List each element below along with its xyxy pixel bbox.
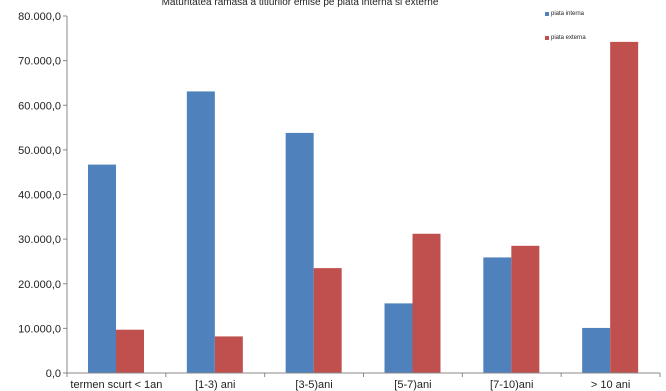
x-tick-label: [3-5)ani bbox=[295, 379, 332, 391]
bar-piata-externa bbox=[116, 329, 144, 373]
x-tick-label: [7-10)ani bbox=[490, 379, 533, 391]
bar-piata-interna bbox=[384, 303, 413, 373]
bars bbox=[88, 41, 639, 373]
x-axis: termen scurt < 1an [1-3) ani [3-5)ani [5-7)… bbox=[66, 372, 661, 391]
legend-swatch-piata-interna bbox=[545, 11, 549, 16]
y-tick-label: 0,0 bbox=[46, 368, 61, 380]
y-tick-label: 80.000,0 bbox=[18, 11, 61, 23]
legend-label-piata-interna: piata interna bbox=[551, 10, 585, 17]
bar-piata-externa bbox=[412, 233, 441, 373]
bar-piata-interna bbox=[186, 91, 215, 373]
bar-piata-interna bbox=[88, 164, 116, 373]
legend: piata interna piata externa bbox=[545, 10, 586, 41]
bar-piata-externa bbox=[610, 41, 639, 373]
y-axis: 0,0 10.000,0 20.000,0 30.000,0 40.000,0 50.00… bbox=[18, 11, 68, 380]
bar-piata-externa bbox=[214, 336, 243, 373]
x-tick-label: [5-7)ani bbox=[394, 379, 431, 391]
legend-item-piata-externa: piata externa bbox=[545, 34, 586, 41]
bar-piata-externa bbox=[511, 245, 540, 373]
y-tick-label: 70.000,0 bbox=[18, 56, 61, 68]
y-tick-label: 10.000,0 bbox=[18, 323, 61, 335]
bar-piata-interna bbox=[582, 327, 611, 373]
x-tick-label: [1-3) ani bbox=[195, 379, 235, 391]
y-tick-label: 30.000,0 bbox=[18, 234, 61, 246]
x-tick-label: termen scurt < 1an bbox=[70, 379, 162, 391]
bar-piata-interna bbox=[285, 132, 314, 373]
y-tick-label: 60.000,0 bbox=[18, 100, 61, 112]
legend-label-piata-externa: piata externa bbox=[551, 34, 586, 41]
y-tick-label: 50.000,0 bbox=[18, 145, 61, 157]
legend-swatch-piata-externa bbox=[545, 35, 549, 40]
legend-item-piata-interna: piata interna bbox=[545, 10, 586, 17]
y-tick-label: 20.000,0 bbox=[18, 279, 61, 291]
chart-title: Maturitatea ramasa a titlurilor emise pe… bbox=[161, 0, 439, 8]
bar-piata-interna bbox=[483, 257, 512, 373]
x-tick-label: > 10 ani bbox=[591, 379, 630, 391]
bar-piata-externa bbox=[313, 268, 342, 373]
y-tick-label: 40.000,0 bbox=[18, 190, 61, 202]
